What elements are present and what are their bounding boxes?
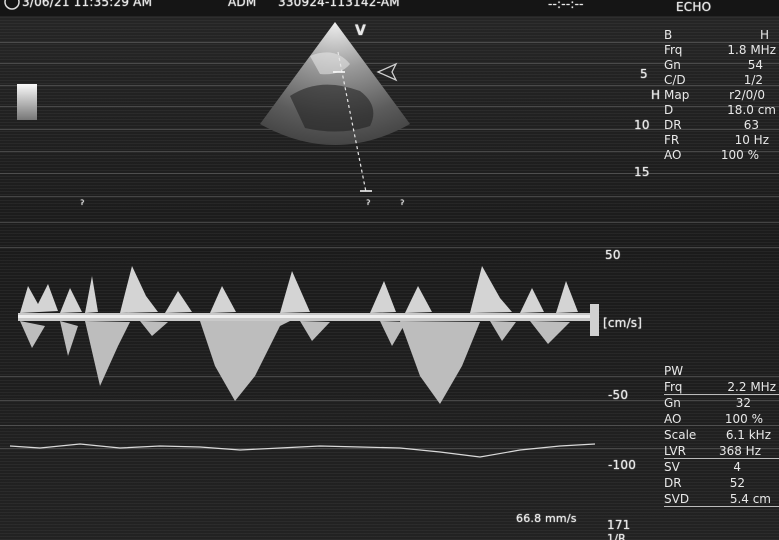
scanline	[0, 85, 779, 86]
bmode-param-map: Map r2/0/0	[664, 88, 765, 102]
ecg-marker: ˀ	[400, 198, 405, 212]
ecg-marker: ˀ	[366, 198, 371, 212]
bmode-param-dr: DR 63	[664, 118, 759, 132]
bmode-param-gn: Gn 54	[664, 58, 763, 72]
doppler-unit-label: [cm/s]	[603, 316, 643, 330]
scanline	[0, 425, 779, 426]
bmode-map-prefix: H	[651, 88, 661, 102]
pw-param-sv: SV 4	[664, 460, 741, 474]
scanline	[0, 400, 779, 401]
header-time-placeholder: --:--:--	[548, 0, 584, 11]
scanline	[0, 448, 779, 449]
scanline	[0, 63, 779, 64]
heart-rate-unit: 1/R	[607, 532, 626, 540]
pw-param-svd: SVD 5.4 cm	[664, 492, 779, 507]
doppler-baseline-marker	[590, 304, 599, 336]
bmode-param-cd: C/D 1/2	[664, 73, 763, 87]
scanline	[0, 42, 779, 43]
bmode-marker-v: V	[355, 23, 367, 39]
bmode-param-depth: D 18.0 cm	[664, 103, 776, 117]
bmode-param-ao: AO 100 %	[664, 148, 759, 162]
pw-param-scale: Scale 6.1 kHz	[664, 428, 771, 442]
pw-param-dr: DR 52	[664, 476, 745, 490]
sweep-speed-label: 66.8 mm/s	[516, 512, 577, 525]
depth-tick-10: 10	[634, 118, 650, 132]
doppler-scale-neg100: -100	[608, 458, 637, 472]
bmode-param-frq: Frq 1.8 MHz	[664, 43, 776, 57]
depth-tick-15: 15	[634, 165, 650, 179]
heart-rate-value: 171	[607, 518, 631, 532]
ecg-marker: ˀ	[80, 198, 85, 212]
scanline	[0, 222, 779, 223]
pw-param-mode: PW	[664, 364, 684, 378]
header-mode: ECHO	[676, 0, 712, 14]
header-user: ADM	[228, 0, 257, 9]
header-band	[0, 0, 779, 16]
scanline	[0, 247, 779, 248]
bmode-sector-image	[260, 22, 410, 193]
bmode-param-fr: FR 10 Hz	[664, 133, 769, 147]
pw-param-frq: Frq 2.2 MHz	[664, 380, 779, 395]
clock-icon	[4, 0, 20, 10]
doppler-scale-neg50: -50	[608, 388, 629, 402]
doppler-spectrum	[9, 266, 596, 458]
pw-param-lvr: LVR 368 Hz	[664, 444, 779, 459]
scanline	[0, 376, 779, 377]
depth-tick-5: 5	[640, 67, 648, 81]
focus-arrow-icon	[376, 62, 398, 82]
header-datetime: 3/06/21 11:35:29 AM	[22, 0, 153, 9]
pw-param-gn: Gn 32	[664, 396, 751, 410]
doppler-scale-top: 50	[605, 248, 621, 262]
scanline	[0, 151, 779, 152]
header-study-id: 330924-113142-AM	[278, 0, 400, 9]
grayscale-bar	[17, 84, 37, 120]
pw-param-ao: AO 100 %	[664, 412, 763, 426]
scanline	[0, 196, 779, 197]
scanline	[0, 173, 779, 174]
